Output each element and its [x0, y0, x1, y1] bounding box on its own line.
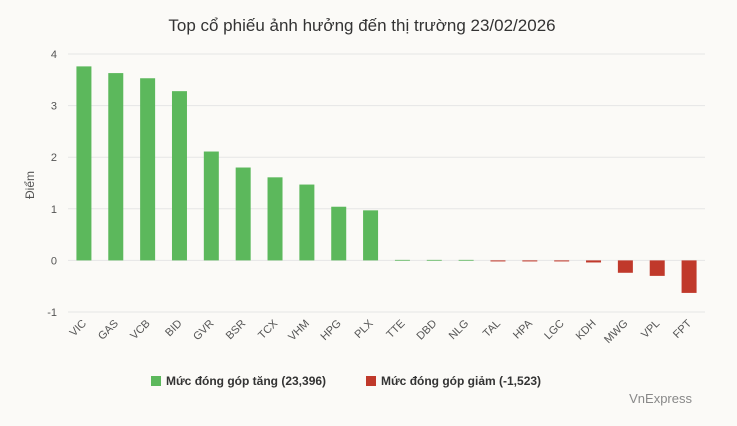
- bars: [76, 66, 697, 293]
- chart-title: Top cổ phiếu ảnh hưởng đến thị trường 23…: [168, 16, 555, 35]
- bar-gvr[interactable]: [203, 151, 219, 261]
- x-tick-label: NLG: [447, 318, 471, 342]
- x-tick-label: TTE: [384, 318, 407, 341]
- y-axis-label: Điểm: [23, 171, 37, 199]
- x-tick-label: HPA: [511, 317, 535, 341]
- bar-hpg[interactable]: [331, 206, 347, 261]
- y-tick-label: 4: [51, 49, 57, 61]
- source-label: VnExpress: [629, 391, 692, 406]
- bar-tcx[interactable]: [267, 177, 283, 261]
- legend-item[interactable]: Mức đóng góp giảm (-1,523): [366, 374, 541, 388]
- legend-item[interactable]: Mức đóng góp tăng (23,396): [151, 374, 326, 388]
- bar-dbd[interactable]: [426, 259, 442, 261]
- y-tick-label: 0: [51, 255, 57, 267]
- y-tick-label: 3: [51, 101, 57, 113]
- bar-plx[interactable]: [363, 210, 379, 261]
- x-tick-label: VIC: [68, 318, 89, 339]
- x-tick-label: GAS: [96, 318, 121, 343]
- bar-bid[interactable]: [171, 91, 187, 261]
- x-tick-label: FPT: [671, 317, 694, 340]
- bar-fpt[interactable]: [681, 260, 697, 293]
- bar-vpl[interactable]: [649, 260, 665, 276]
- legend-swatch: [366, 376, 376, 386]
- x-tick-label: HPG: [319, 318, 344, 343]
- x-tick-label: PLX: [353, 317, 377, 341]
- bar-hpa[interactable]: [522, 260, 538, 262]
- y-tick-label: 1: [51, 204, 57, 216]
- bar-vcb[interactable]: [140, 78, 156, 261]
- bar-vic[interactable]: [76, 66, 92, 261]
- x-tick-label: LGC: [542, 318, 567, 343]
- x-tick-label: TAL: [481, 318, 503, 340]
- x-tick-label: GVR: [191, 318, 216, 343]
- legend-swatch: [151, 376, 161, 386]
- x-tick-label: KDH: [574, 318, 599, 343]
- x-tick-label: VCB: [128, 318, 152, 342]
- bar-gas[interactable]: [108, 73, 124, 261]
- bar-nlg[interactable]: [458, 259, 474, 261]
- x-tick-label: MWG: [602, 318, 630, 346]
- x-tick-label: BID: [163, 318, 184, 339]
- bar-tte[interactable]: [394, 259, 410, 261]
- x-tick-label: VHM: [286, 318, 312, 344]
- x-tick-label: VPL: [639, 318, 662, 341]
- x-axis-ticks: VIC GAS VCB BID GVR BSR TCX VHM HPG PLX TTE DBD NLG T…: [68, 317, 695, 346]
- bar-lgc[interactable]: [554, 260, 570, 262]
- legend-label: Mức đóng góp tăng (23,396): [166, 374, 326, 388]
- bar-bsr[interactable]: [235, 167, 251, 261]
- x-tick-label: BSR: [224, 318, 249, 343]
- y-axis-ticks: -1 0 1 2 3 4: [47, 49, 57, 319]
- bar-vhm[interactable]: [299, 184, 315, 261]
- legend: Mức đóng góp tăng (23,396) Mức đóng góp g…: [151, 374, 541, 388]
- y-tick-label: 2: [51, 152, 57, 164]
- bar-mwg[interactable]: [617, 260, 633, 273]
- y-tick-label: -1: [47, 307, 57, 319]
- x-tick-label: DBD: [414, 318, 439, 343]
- bar-kdh[interactable]: [586, 260, 602, 263]
- bar-tal[interactable]: [490, 260, 506, 262]
- gridlines: [68, 53, 705, 313]
- x-tick-label: TCX: [256, 317, 281, 342]
- legend-label: Mức đóng góp giảm (-1,523): [381, 374, 541, 388]
